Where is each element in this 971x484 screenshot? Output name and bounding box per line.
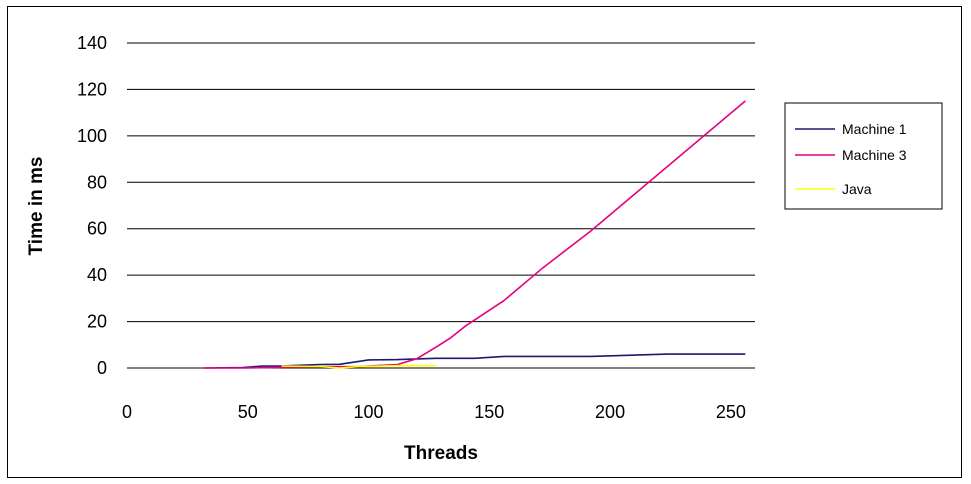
- y-tick-label: 40: [87, 265, 107, 285]
- x-tick-label: 250: [716, 402, 746, 422]
- x-axis-title: Threads: [404, 443, 478, 464]
- x-tick-label: 50: [238, 402, 258, 422]
- y-tick-label: 120: [77, 79, 107, 99]
- y-tick-label: 140: [77, 33, 107, 53]
- y-tick-label: 100: [77, 126, 107, 146]
- x-tick-label: 150: [474, 402, 504, 422]
- series-line-3: [281, 364, 437, 369]
- legend-label: Java: [842, 181, 872, 197]
- series-line-2: [204, 100, 746, 369]
- series-line-1: [204, 353, 746, 369]
- legend-label: Machine 1: [842, 121, 907, 137]
- x-tick-label: 200: [595, 402, 625, 422]
- legend: Machine 1 Machine 3 Java: [784, 102, 943, 210]
- x-tick-labels: 0 50 100 150 200 250: [122, 402, 746, 422]
- y-axis-title: Time in ms: [26, 157, 47, 256]
- chart-frame: [7, 6, 962, 478]
- y-tick-label: 60: [87, 219, 107, 239]
- series-layer: [204, 100, 746, 369]
- legend-box: [784, 102, 943, 210]
- y-tick-label: 20: [87, 312, 107, 332]
- y-tick-labels: 0 20 40 60 80 100 120 140: [77, 33, 107, 378]
- x-tick-label: 0: [122, 402, 132, 422]
- y-tick-label: 80: [87, 172, 107, 192]
- y-tick-label: 0: [97, 358, 107, 378]
- x-tick-label: 100: [354, 402, 384, 422]
- legend-label: Machine 3: [842, 147, 907, 163]
- gridlines: [127, 42, 755, 323]
